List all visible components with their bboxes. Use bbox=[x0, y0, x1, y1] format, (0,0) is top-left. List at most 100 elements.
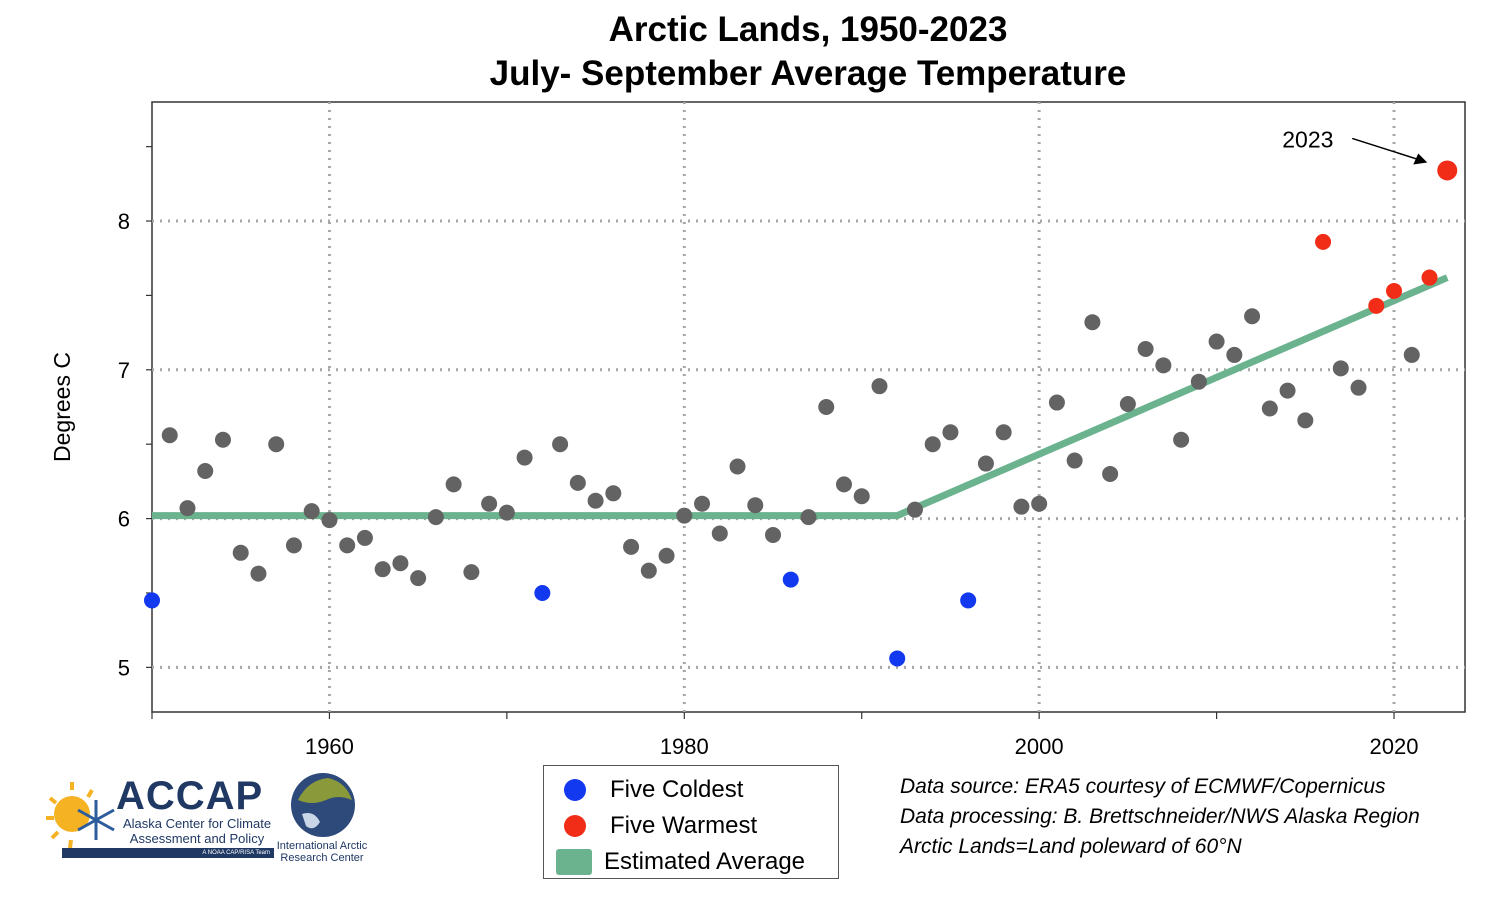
data-point bbox=[1244, 308, 1261, 325]
data-point bbox=[321, 512, 338, 529]
data-point bbox=[1084, 314, 1101, 331]
data-point bbox=[232, 544, 249, 561]
data-point bbox=[1350, 379, 1367, 396]
data-point bbox=[463, 564, 480, 581]
average-line-layer bbox=[152, 274, 1449, 520]
data-point bbox=[871, 378, 888, 395]
data-point bbox=[1119, 396, 1136, 413]
data-point bbox=[1190, 373, 1207, 390]
x-tick-label: 1960 bbox=[305, 734, 354, 759]
data-point bbox=[1208, 333, 1225, 350]
data-point bbox=[1102, 465, 1119, 482]
y-tick-label: 6 bbox=[118, 507, 130, 532]
annotation-2023: 2023 bbox=[1282, 126, 1428, 165]
data-point bbox=[1226, 346, 1243, 363]
source-line-2: Data processing: B. Brettschneider/NWS A… bbox=[900, 805, 1420, 828]
data-point bbox=[1013, 498, 1030, 515]
estimated-average-line bbox=[152, 274, 1449, 520]
data-point bbox=[392, 555, 409, 572]
data-point bbox=[1297, 412, 1314, 429]
plot-frame bbox=[151, 101, 1466, 713]
data-point bbox=[623, 538, 640, 555]
data-point bbox=[1066, 452, 1083, 469]
data-point bbox=[853, 488, 870, 505]
legend-item-warmest: Five Warmest bbox=[556, 808, 838, 844]
data-point bbox=[268, 436, 285, 453]
data-point bbox=[161, 427, 178, 444]
coldest-point bbox=[960, 592, 977, 609]
data-point bbox=[445, 476, 462, 493]
accap-wordmark: ACCAP bbox=[116, 774, 264, 818]
iarc-name: International Arctic Research Center bbox=[276, 840, 368, 864]
data-point bbox=[676, 507, 693, 524]
data-point bbox=[942, 424, 959, 441]
legend-label-warmest: Five Warmest bbox=[610, 812, 758, 839]
axes: 1960 1980 2000 2020 5 6 7 8 bbox=[118, 146, 1419, 759]
warmest-point bbox=[1421, 269, 1438, 286]
legend: Five Coldest Five Warmest Estimated Aver… bbox=[543, 765, 839, 879]
scatter-chart: 1960 1980 2000 2020 5 6 7 8 2023 Degrees C bbox=[49, 101, 1466, 759]
x-tick-label: 2000 bbox=[1015, 734, 1064, 759]
y-tick-label: 5 bbox=[118, 655, 130, 680]
coldest-point bbox=[144, 592, 160, 609]
legend-item-average: Estimated Average bbox=[556, 844, 838, 880]
warmest-point bbox=[1315, 233, 1332, 250]
data-point bbox=[800, 509, 817, 526]
data-point bbox=[835, 476, 852, 493]
data-point bbox=[552, 436, 569, 453]
data-point bbox=[640, 562, 657, 579]
data-point bbox=[924, 436, 941, 453]
annotation-label: 2023 bbox=[1282, 126, 1333, 152]
iarc-globe-icon bbox=[291, 773, 355, 837]
annotation-arrowhead bbox=[1413, 153, 1428, 165]
data-point bbox=[605, 485, 622, 502]
data-point bbox=[587, 492, 604, 509]
data-point bbox=[765, 526, 782, 543]
data-point bbox=[1261, 400, 1278, 417]
data-point bbox=[729, 458, 746, 475]
data-point bbox=[410, 570, 427, 587]
data-point bbox=[1173, 431, 1190, 448]
data-point bbox=[1332, 360, 1349, 377]
data-point bbox=[481, 495, 498, 512]
data-point bbox=[285, 537, 302, 554]
average-swatch-icon bbox=[556, 849, 592, 875]
data-point bbox=[818, 399, 835, 415]
warmest-point bbox=[1386, 282, 1403, 299]
data-point bbox=[339, 537, 356, 554]
y-tick-label: 8 bbox=[118, 209, 130, 234]
coldest-marker-icon bbox=[564, 779, 586, 801]
y-axis-label: Degrees C bbox=[49, 352, 75, 462]
data-point bbox=[1403, 346, 1420, 363]
data-point bbox=[906, 501, 923, 518]
warmest-marker-icon bbox=[564, 815, 586, 837]
data-source-notes: Data source: ERA5 courtesy of ECMWF/Cope… bbox=[900, 772, 1420, 862]
warmest-point bbox=[1368, 297, 1385, 314]
accap-sun-snowflake-icon bbox=[46, 782, 115, 849]
annotation-arrow bbox=[1352, 137, 1422, 162]
warmest-point bbox=[1437, 160, 1458, 181]
data-point bbox=[516, 449, 533, 466]
data-point bbox=[1137, 340, 1154, 357]
data-point bbox=[569, 474, 586, 491]
source-line-1: Data source: ERA5 courtesy of ECMWF/Cope… bbox=[900, 775, 1386, 798]
data-point bbox=[694, 495, 711, 512]
accap-banner: A NOAA CAP/RISA Team bbox=[62, 848, 274, 858]
data-point bbox=[498, 504, 515, 521]
chart-title-block: Arctic Lands, 1950-2023 July- September … bbox=[150, 8, 1466, 96]
legend-label-average: Estimated Average bbox=[604, 848, 806, 875]
x-tick-label: 2020 bbox=[1370, 734, 1419, 759]
data-points bbox=[144, 160, 1458, 667]
accap-subtitle: Alaska Center for Climate Assessment and… bbox=[122, 816, 272, 846]
data-point bbox=[711, 525, 728, 542]
data-point bbox=[179, 500, 196, 517]
legend-item-coldest: Five Coldest bbox=[556, 772, 838, 808]
data-point bbox=[995, 424, 1012, 441]
data-point bbox=[197, 462, 214, 479]
legend-label-coldest: Five Coldest bbox=[610, 776, 744, 803]
chart-subtitle: July- September Average Temperature bbox=[489, 54, 1127, 93]
data-point bbox=[1048, 394, 1065, 411]
data-point bbox=[1155, 357, 1172, 374]
data-point bbox=[977, 455, 994, 472]
y-tick-label: 7 bbox=[118, 358, 130, 383]
